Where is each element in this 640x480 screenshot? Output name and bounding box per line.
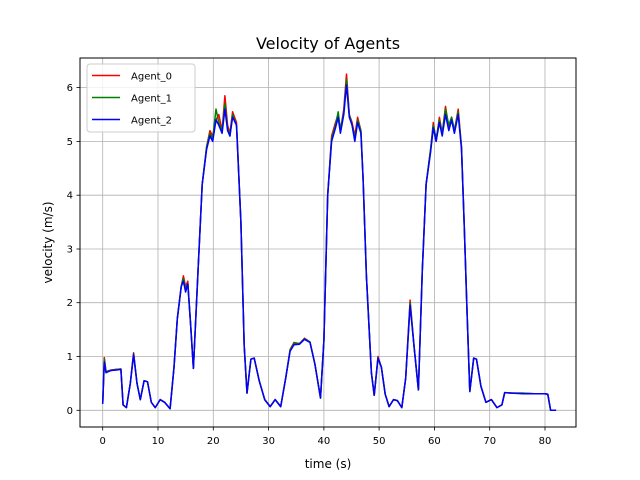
y-tick-label: 6	[67, 83, 73, 94]
axes-frame	[79, 57, 577, 428]
legend-box	[86, 63, 196, 133]
legend-label-agent-1: Agent_1	[131, 94, 172, 105]
y-tick-label: 4	[67, 191, 73, 202]
x-tick-label: 20	[207, 436, 220, 447]
x-tick-label: 40	[318, 436, 331, 447]
legend-label-agent-0: Agent_0	[131, 72, 172, 83]
x-tick-label: 60	[428, 436, 441, 447]
legend: Agent_0 Agent_1 Agent_2	[86, 63, 196, 133]
y-axis-ticks: 0 1 2 3 4 5 6	[67, 83, 80, 417]
x-tick-label: 30	[262, 436, 275, 447]
x-tick-label: 80	[539, 436, 552, 447]
y-tick-label: 5	[67, 137, 73, 148]
x-axis-label: time (s)	[305, 457, 352, 471]
x-axis-ticks: 0 10 20 30 40 50 60 70 80	[100, 427, 552, 447]
y-tick-label: 0	[67, 406, 73, 417]
x-tick-label: 10	[152, 436, 165, 447]
y-axis-label: velocity (m/s)	[41, 201, 55, 283]
x-tick-label: 70	[483, 436, 496, 447]
legend-label-agent-2: Agent_2	[131, 116, 172, 127]
y-tick-label: 3	[67, 245, 73, 256]
y-tick-label: 1	[67, 352, 73, 363]
plot-lines	[101, 73, 557, 412]
x-tick-label: 50	[373, 436, 386, 447]
x-tick-label: 0	[100, 436, 106, 447]
chart-title: Velocity of Agents	[256, 34, 400, 53]
series-line-agent-2	[101, 84, 557, 412]
y-tick-label: 2	[67, 298, 73, 309]
